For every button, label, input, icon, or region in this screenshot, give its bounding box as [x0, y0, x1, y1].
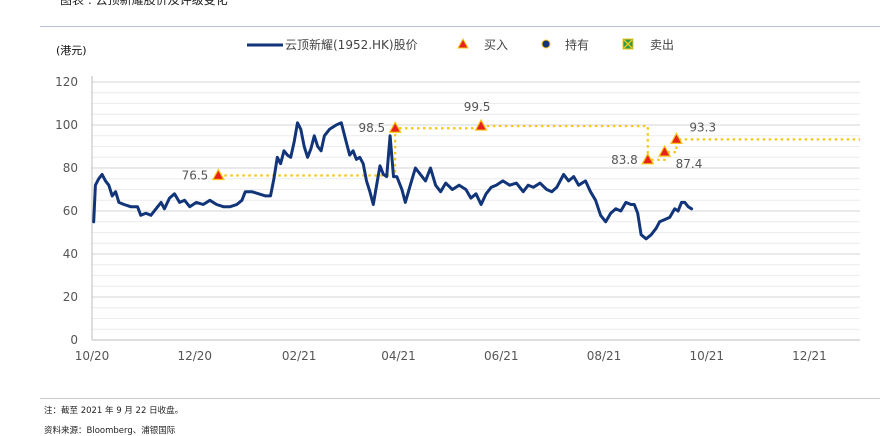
x-tick-label: 12/21	[792, 349, 827, 363]
bottom-divider	[40, 398, 880, 399]
legend-sell-cross	[623, 39, 633, 49]
y-axis-unit-label: (港元)	[56, 44, 87, 57]
top-divider	[40, 26, 880, 27]
buy-rating-marker	[658, 144, 672, 157]
buy-rating-marker	[388, 120, 402, 133]
y-tick-label: 120	[55, 75, 78, 89]
price-series	[92, 121, 694, 241]
target-price-step-line	[218, 124, 860, 177]
y-tick-label: 20	[63, 290, 78, 304]
x-tick-label: 06/21	[484, 349, 519, 363]
buy-rating-marker	[211, 168, 225, 181]
header-clip-text: 图表 : 云顶新耀股价及评级变化	[60, 0, 228, 7]
y-tick-label: 80	[63, 161, 78, 175]
buy-rating-marker	[669, 132, 683, 145]
footnote: 注：截至 2021 年 9 月 22 日收盘。	[44, 406, 184, 416]
axes: 0 20 40 60 80 100 120 10/20 12/20 02/21 04/21 06/21…	[55, 75, 860, 363]
legend: 云顶新耀(1952.HK)股价 买入 持有 卖出	[247, 37, 674, 52]
buy-rating-marker	[474, 118, 488, 131]
data-labels: 76.5 98.5 99.5 83.8 87.4 93.3	[182, 100, 717, 182]
x-tick-label: 04/21	[381, 349, 416, 363]
legend-hold-label: 持有	[565, 37, 589, 52]
x-tick-label: 10/21	[689, 349, 724, 363]
source-note: 资料来源：Bloomberg、浦银国际	[44, 426, 176, 436]
grid-lines	[92, 81, 860, 330]
target-price-line	[218, 124, 860, 177]
buy-rating-marker	[641, 152, 655, 165]
target-price-label: 98.5	[358, 121, 385, 135]
legend-buy-swatch	[457, 37, 469, 49]
x-tick-label: 12/20	[177, 349, 212, 363]
price-rating-chart: 0 20 40 60 80 100 120 10/20 12/20 02/21 04/21 06/21…	[55, 37, 860, 363]
price-line	[92, 121, 694, 241]
legend-hold-swatch	[541, 39, 551, 49]
y-tick-label: 100	[55, 118, 78, 132]
rating-markers	[211, 118, 683, 181]
legend-price-label: 云顶新耀(1952.HK)股价	[285, 37, 418, 52]
x-tick-label: 02/21	[282, 349, 317, 363]
legend-sell-label: 卖出	[650, 38, 674, 52]
x-tick-label: 08/21	[587, 349, 622, 363]
target-price-label: 93.3	[689, 120, 716, 134]
target-price-label: 83.8	[611, 153, 638, 167]
target-price-label: 76.5	[182, 169, 209, 183]
target-price-label: 99.5	[464, 100, 491, 114]
target-price-label: 87.4	[676, 157, 703, 171]
x-tick-label: 10/20	[75, 349, 110, 363]
legend-buy-label: 买入	[484, 38, 508, 52]
y-tick-label: 40	[63, 247, 78, 261]
y-tick-label: 0	[70, 333, 78, 347]
y-tick-label: 60	[63, 204, 78, 218]
